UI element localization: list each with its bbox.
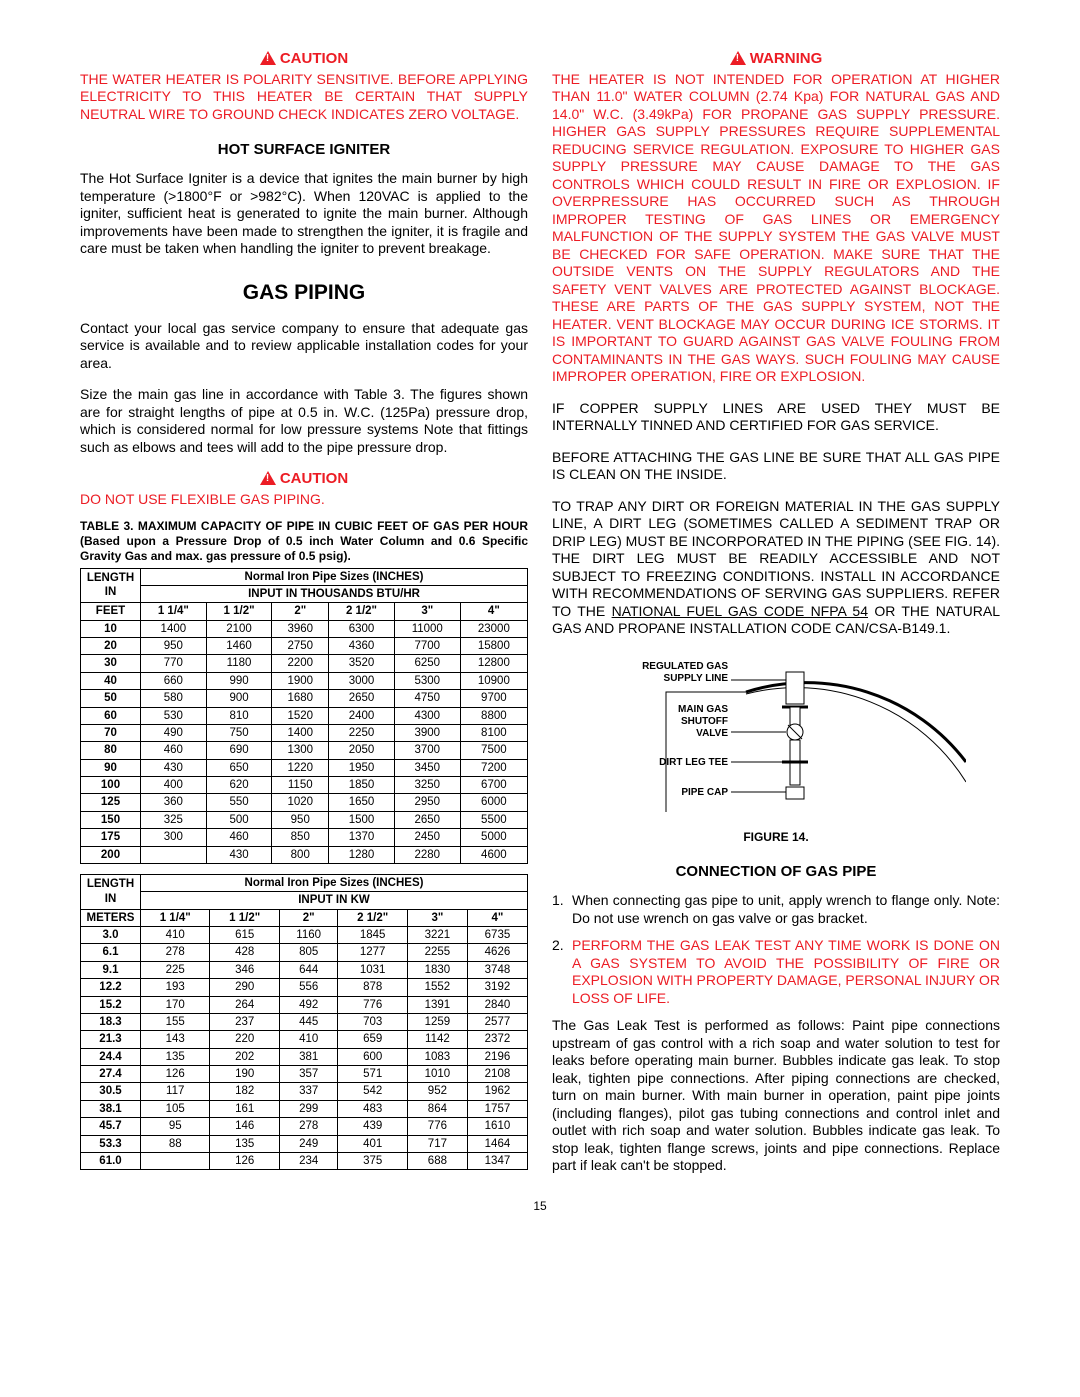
svg-text:VALVE: VALVE (696, 728, 728, 739)
warning-icon (260, 51, 276, 65)
pipe-capacity-table-kw: LENGTHIN Normal Iron Pipe Sizes (INCHES)… (80, 874, 528, 1170)
list-item: 1. When connecting gas pipe to unit, app… (552, 892, 1000, 927)
svg-text:SHUTOFF: SHUTOFF (681, 716, 728, 727)
list-item: 2. PERFORM THE GAS LEAK TEST ANY TIME WO… (552, 937, 1000, 1007)
caution-text-1: THE WATER HEATER IS POLARITY SENSITIVE. … (80, 71, 528, 124)
svg-text:MAIN GAS: MAIN GAS (678, 704, 728, 715)
caution-heading-1: CAUTION (80, 50, 528, 69)
svg-text:REGULATED GAS: REGULATED GAS (642, 661, 728, 672)
hsi-text: The Hot Surface Igniter is a device that… (80, 170, 528, 258)
caution-text-2: DO NOT USE FLEXIBLE GAS PIPING. (80, 491, 528, 509)
figure-14: REGULATED GAS SUPPLY LINE MAIN GAS SHUTO… (552, 652, 1000, 827)
warning-icon (730, 51, 746, 65)
table-caption: TABLE 3. MAXIMUM CAPACITY OF PIPE IN CUB… (80, 519, 528, 564)
warning-heading: WARNING (552, 50, 1000, 69)
caution-heading-2: CAUTION (80, 470, 528, 489)
leak-test-text: The Gas Leak Test is performed as follow… (552, 1017, 1000, 1175)
pipe-capacity-table-btu: LENGTHIN Normal Iron Pipe Sizes (INCHES)… (80, 568, 528, 864)
svg-text:PIPE CAP: PIPE CAP (681, 787, 728, 798)
connection-heading: CONNECTION OF GAS PIPE (552, 863, 1000, 882)
clean-pipe-text: BEFORE ATTACHING THE GAS LINE BE SURE TH… (552, 449, 1000, 484)
gas-piping-heading: GAS PIPING (80, 280, 528, 306)
hsi-heading: HOT SURFACE IGNITER (80, 141, 528, 160)
warning-icon (260, 471, 276, 485)
svg-text:SUPPLY LINE: SUPPLY LINE (664, 673, 729, 684)
page-number: 15 (80, 1199, 1000, 1214)
gas-piping-p2: Size the main gas line in accordance wit… (80, 386, 528, 456)
figure-caption: FIGURE 14. (552, 830, 1000, 845)
dirt-leg-text: TO TRAP ANY DIRT OR FOREIGN MATERIAL IN … (552, 498, 1000, 638)
svg-text:DIRT LEG TEE: DIRT LEG TEE (659, 757, 728, 768)
gas-piping-p1: Contact your local gas service company t… (80, 320, 528, 373)
copper-lines-text: IF COPPER SUPPLY LINES ARE USED THEY MUS… (552, 400, 1000, 435)
warning-text: THE HEATER IS NOT INTENDED FOR OPERATION… (552, 71, 1000, 386)
